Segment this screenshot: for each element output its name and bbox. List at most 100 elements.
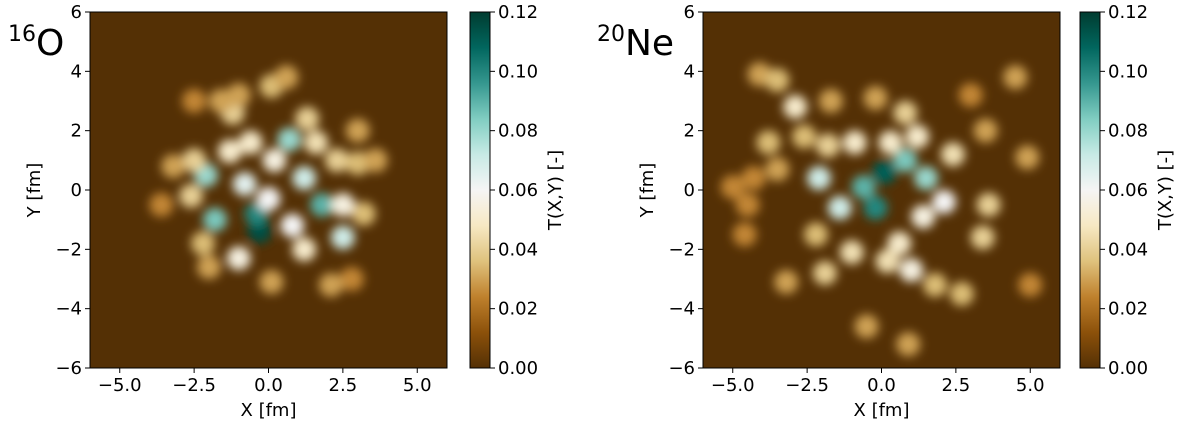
heat-blob bbox=[899, 258, 924, 283]
colorbar-tick-label: 0.12 bbox=[1108, 2, 1148, 23]
heat-blob bbox=[191, 231, 216, 256]
heat-blob bbox=[949, 281, 974, 306]
heat-blob bbox=[161, 154, 186, 179]
heat-blob bbox=[970, 225, 995, 250]
heat-blob bbox=[1018, 272, 1043, 297]
heat-blob bbox=[274, 65, 299, 90]
heat-blob bbox=[783, 94, 808, 119]
heat-blob bbox=[741, 166, 766, 191]
heat-blob bbox=[931, 189, 956, 214]
heat-blob bbox=[345, 151, 370, 176]
heat-blob bbox=[149, 192, 174, 217]
heat-blob bbox=[804, 222, 829, 247]
heat-blob bbox=[976, 192, 1001, 217]
colorbar-tick-label: 0.04 bbox=[1108, 239, 1148, 260]
heat-blob bbox=[807, 166, 832, 191]
colorbar-tick-label: 0.00 bbox=[498, 358, 538, 379]
x-tick-label: 2.5 bbox=[329, 375, 358, 396]
heatmap-field bbox=[149, 65, 388, 297]
y-tick-label: 0 bbox=[684, 180, 695, 201]
heat-blob bbox=[893, 100, 918, 125]
colorbar-tick-label: 0.10 bbox=[1108, 61, 1148, 82]
heat-blob bbox=[217, 139, 242, 164]
heat-blob bbox=[339, 267, 364, 291]
y-tick-label: −2 bbox=[55, 239, 82, 260]
heat-blob bbox=[182, 148, 207, 173]
x-tick-label: −5.0 bbox=[98, 375, 142, 396]
x-axis-label: X [fm] bbox=[854, 400, 910, 421]
heat-blob bbox=[318, 272, 343, 297]
y-tick-label: −6 bbox=[55, 358, 82, 379]
heat-blob bbox=[295, 106, 320, 131]
panel-title: 16O bbox=[8, 22, 64, 64]
x-tick-label: 2.5 bbox=[942, 375, 971, 396]
heat-blob bbox=[179, 183, 204, 208]
colorbar-tick-label: 0.08 bbox=[498, 121, 538, 142]
y-tick-label: 2 bbox=[684, 121, 695, 142]
y-tick-label: 4 bbox=[684, 61, 695, 82]
heat-blob bbox=[792, 124, 817, 149]
colorbar-tick-label: 0.08 bbox=[1108, 121, 1148, 142]
colorbar-label: T(X,Y) [-] bbox=[1155, 150, 1176, 231]
y-tick-label: −6 bbox=[668, 358, 695, 379]
heat-blob bbox=[1015, 145, 1040, 170]
heat-blob bbox=[182, 89, 207, 113]
heat-blob bbox=[238, 130, 263, 155]
heat-blob bbox=[256, 186, 281, 211]
heat-blob bbox=[854, 314, 879, 339]
heat-blob bbox=[842, 130, 867, 155]
heat-blob bbox=[863, 195, 888, 220]
heat-blob bbox=[735, 192, 760, 217]
heat-blob bbox=[351, 201, 376, 226]
y-tick-label: 6 bbox=[71, 2, 82, 23]
heat-blob bbox=[202, 207, 227, 232]
y-axis-label: Y [fm] bbox=[637, 163, 658, 219]
x-axis-label: X [fm] bbox=[241, 400, 297, 421]
colorbar-tick-label: 0.04 bbox=[498, 239, 538, 260]
colorbar-tick-label: 0.12 bbox=[498, 2, 538, 23]
y-tick-label: 6 bbox=[684, 2, 695, 23]
heat-blob bbox=[304, 130, 329, 155]
heat-blob bbox=[914, 166, 939, 191]
heat-blob bbox=[292, 237, 317, 262]
x-tick-label: 5.0 bbox=[403, 375, 432, 396]
title-mass: 20 bbox=[597, 22, 625, 47]
heat-blob bbox=[277, 127, 302, 152]
heat-blob bbox=[280, 213, 305, 238]
y-tick-label: 2 bbox=[71, 121, 82, 142]
title-symbol: O bbox=[36, 23, 64, 64]
heatmap-field bbox=[720, 62, 1043, 357]
heat-blob bbox=[818, 89, 843, 113]
heat-blob bbox=[923, 272, 948, 297]
x-tick-label: 5.0 bbox=[1016, 375, 1045, 396]
panel-title: 20Ne bbox=[597, 22, 674, 64]
heat-blob bbox=[765, 157, 790, 182]
heat-blob bbox=[262, 148, 287, 173]
y-tick-label: −4 bbox=[55, 299, 82, 320]
heat-blob bbox=[310, 192, 335, 217]
y-tick-label: 4 bbox=[71, 61, 82, 82]
x-tick-label: 0.0 bbox=[867, 375, 896, 396]
heat-blob bbox=[197, 255, 221, 280]
title-symbol: Ne bbox=[625, 23, 674, 64]
colorbar-tick-label: 0.00 bbox=[1108, 358, 1148, 379]
colorbar bbox=[469, 11, 491, 369]
colorbar-tick-label: 0.10 bbox=[498, 61, 538, 82]
heat-blob bbox=[878, 130, 903, 155]
heat-blob bbox=[911, 204, 936, 229]
heat-blob bbox=[232, 172, 257, 197]
colorbar-tick-label: 0.02 bbox=[1108, 299, 1148, 320]
heat-blob bbox=[905, 124, 930, 149]
heat-blob bbox=[765, 68, 790, 93]
title-mass: 16 bbox=[8, 22, 36, 47]
x-tick-label: −2.5 bbox=[172, 375, 216, 396]
heat-blob bbox=[815, 133, 840, 158]
heat-blob bbox=[292, 166, 317, 191]
x-tick-label: −5.0 bbox=[711, 375, 755, 396]
y-axis-label: Y [fm] bbox=[24, 163, 45, 219]
colorbar-tick-label: 0.06 bbox=[1108, 180, 1148, 201]
heat-blob bbox=[720, 175, 745, 200]
colorbar-tick-label: 0.06 bbox=[498, 180, 538, 201]
colorbar bbox=[1079, 11, 1101, 369]
heat-blob bbox=[756, 130, 781, 155]
